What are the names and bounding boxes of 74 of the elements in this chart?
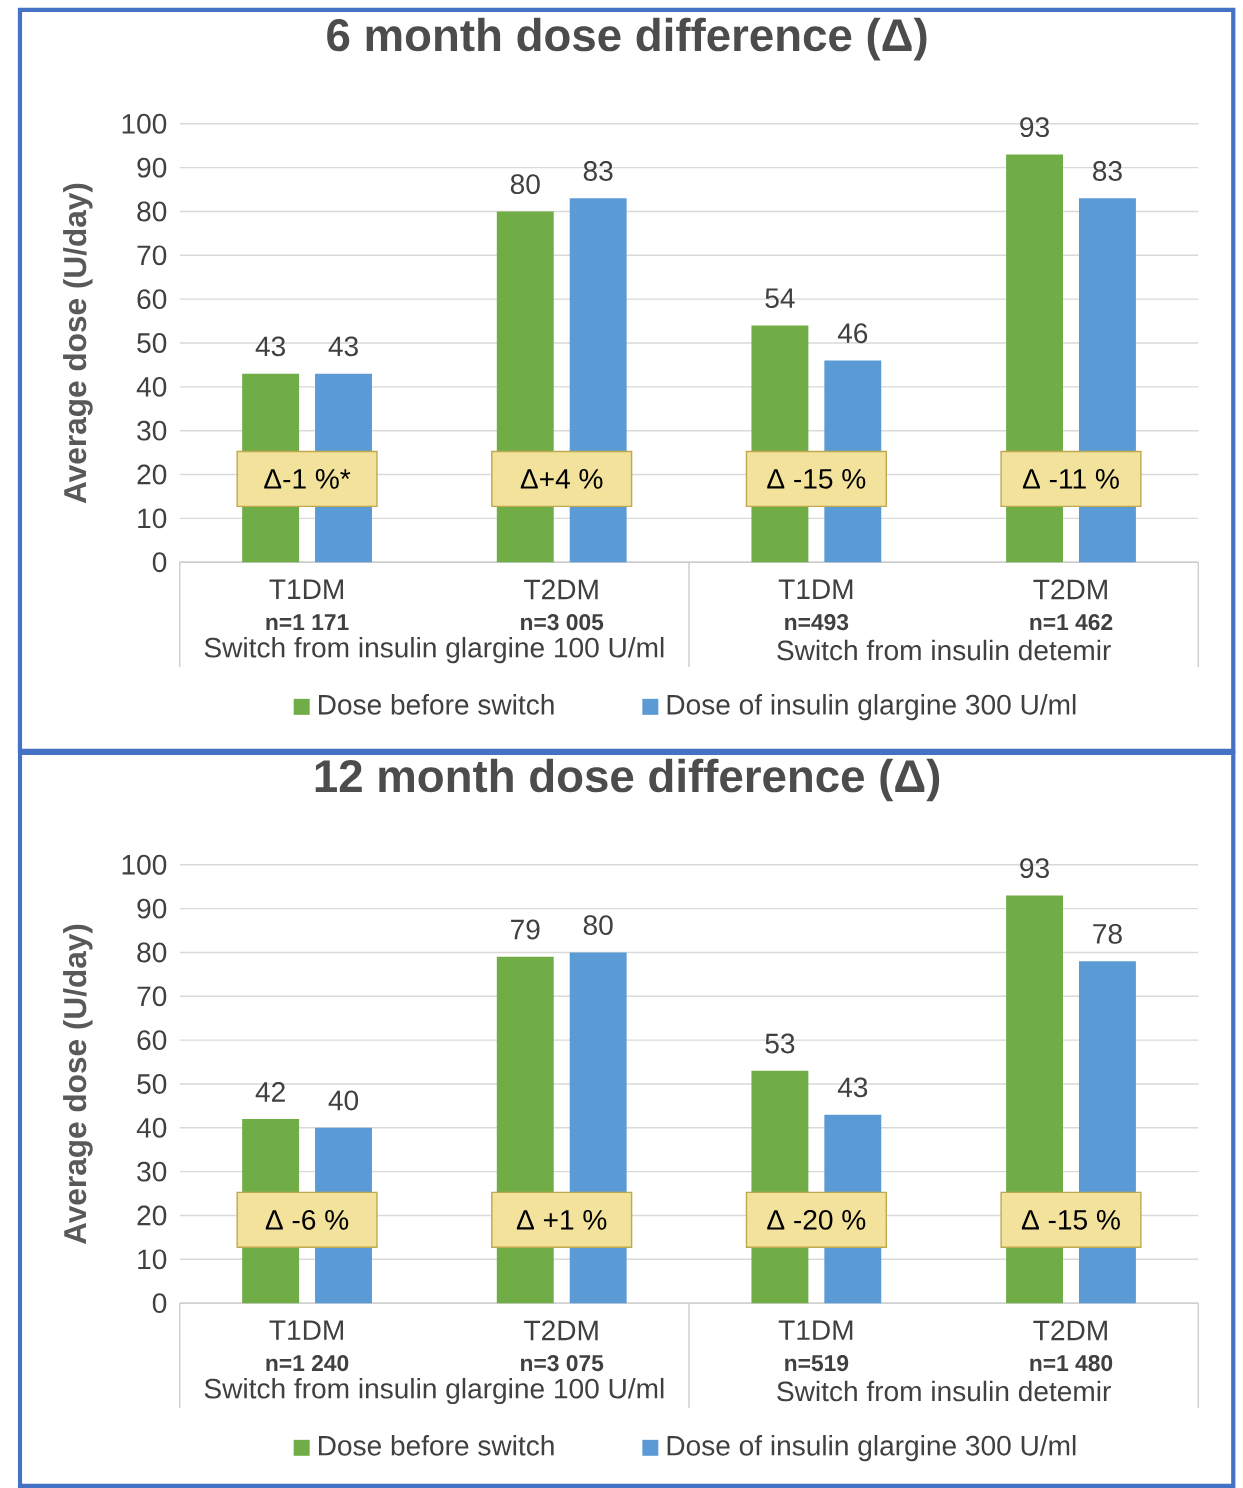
text: n=1 480 xyxy=(1030,1355,1113,1372)
data-label: 78 xyxy=(1093,923,1122,944)
y-tick-label: 10 xyxy=(138,1249,167,1270)
annotation: Δ -11 % xyxy=(1022,469,1119,489)
y-tick-label: 30 xyxy=(137,1161,167,1182)
text: n=519 xyxy=(785,1355,849,1372)
chart-title: 6 month dose difference (Δ) xyxy=(327,17,927,61)
text: n=493 xyxy=(785,614,849,631)
y-axis-title: Average dose (U/day) xyxy=(62,183,93,504)
annotation: Δ -15 % xyxy=(1021,1209,1120,1230)
y-tick-label: 40 xyxy=(136,376,167,397)
data-label: 43 xyxy=(837,1077,868,1098)
legend-label: Dose of insulin glargine 300 U/ml xyxy=(667,1434,1076,1462)
data-label: 53 xyxy=(765,1033,795,1054)
y-tick-label: 50 xyxy=(137,333,167,353)
y-tick-label: 90 xyxy=(137,157,167,178)
y-tick-label: 80 xyxy=(137,201,167,222)
y-tick-label: 20 xyxy=(137,464,167,485)
y-tick-label: 90 xyxy=(137,898,167,919)
data-label: 93 xyxy=(1020,858,1049,879)
annotation: Δ -20 % xyxy=(767,1209,866,1230)
y-axis-title: Average dose (U/day) xyxy=(62,924,93,1245)
data-label: 46 xyxy=(837,323,868,344)
data-label: 80 xyxy=(510,174,540,195)
text: Switch from insulin detemir xyxy=(777,639,1111,661)
x-tick-label: T2DM xyxy=(1033,1320,1107,1341)
data-label: 43 xyxy=(255,336,285,357)
annotation: Δ +1 % xyxy=(516,1210,607,1230)
y-tick-label: 100 xyxy=(122,854,167,875)
y-tick-label: 60 xyxy=(137,1030,167,1051)
x-tick-label: T1DM xyxy=(778,1320,853,1340)
annotation: Δ -15 % xyxy=(767,469,866,489)
x-tick-label: T2DM xyxy=(1033,579,1107,600)
x-tick-label: T1DM xyxy=(778,579,853,599)
y-tick-label: 50 xyxy=(137,1074,167,1094)
data-label: 93 xyxy=(1020,117,1049,138)
y-tick-label: 70 xyxy=(137,245,167,266)
legend-label: Dose before switch xyxy=(318,694,554,715)
y-tick-label: 10 xyxy=(138,508,167,529)
y-tick-label: 0 xyxy=(152,1293,167,1314)
y-tick-label: 60 xyxy=(137,289,167,310)
chart-title: 12 month dose difference (Δ) xyxy=(315,758,940,802)
legend-label: Dose of insulin glargine 300 U/ml xyxy=(667,694,1076,721)
text: n=3 005 xyxy=(520,614,604,631)
text: Switch from insulin glargine 100 U/ml xyxy=(204,1377,664,1405)
data-label: 54 xyxy=(765,288,795,309)
text: n=1 240 xyxy=(266,1355,349,1372)
data-label: 42 xyxy=(255,1082,285,1102)
x-tick-label: T1DM xyxy=(269,579,343,599)
x-tick-label: T2DM xyxy=(523,579,598,600)
data-label: 43 xyxy=(328,336,358,357)
annotation: Δ-1 %* xyxy=(264,469,351,489)
text: n=1 171 xyxy=(266,614,349,630)
y-tick-label: 0 xyxy=(152,552,167,573)
data-label: 83 xyxy=(1092,161,1122,181)
x-tick-label: T1DM xyxy=(269,1320,343,1340)
text: Switch from insulin detemir xyxy=(777,1380,1111,1402)
y-tick-label: 70 xyxy=(137,986,167,1007)
x-tick-label: T2DM xyxy=(523,1320,598,1341)
data-label: 79 xyxy=(510,919,540,940)
data-label: 83 xyxy=(583,161,613,181)
y-tick-label: 20 xyxy=(137,1205,167,1226)
data-label: 40 xyxy=(328,1090,358,1111)
y-tick-label: 80 xyxy=(137,942,167,963)
data-label: 80 xyxy=(583,915,613,936)
text: n=3 075 xyxy=(520,1355,604,1372)
y-tick-label: 100 xyxy=(122,113,167,134)
annotation: Δ -6 % xyxy=(265,1209,349,1230)
text: n=1 462 xyxy=(1030,614,1113,631)
text: Switch from insulin glargine 100 U/ml xyxy=(204,636,664,664)
y-tick-label: 30 xyxy=(137,420,167,441)
y-tick-label: 40 xyxy=(136,1117,167,1138)
legend-label: Dose before switch xyxy=(318,1434,554,1456)
annotation: Δ+4 % xyxy=(520,469,603,489)
